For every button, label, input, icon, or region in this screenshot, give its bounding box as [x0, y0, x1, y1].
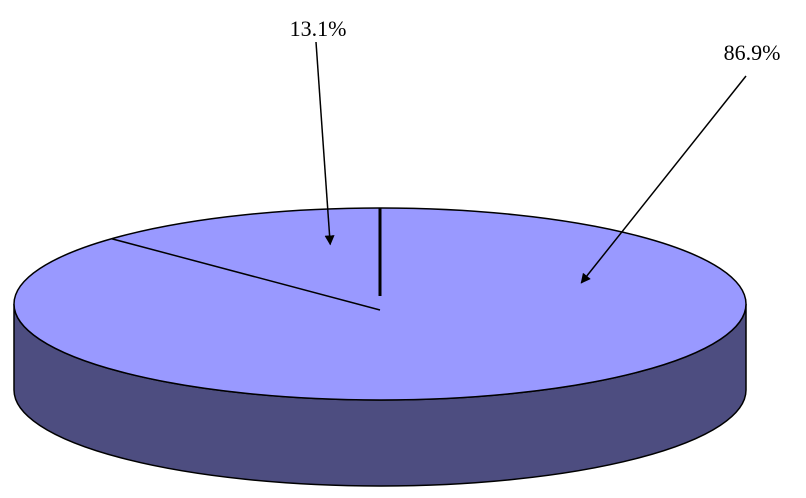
slice-1-data-label: 86.9% — [724, 40, 781, 65]
slice-0-leader-arrow — [315, 41, 335, 246]
slice-0-data-label: 13.1% — [290, 16, 347, 41]
slice-0-start-edge — [111, 237, 381, 311]
label-layer: 13.1% 86.9% — [290, 16, 781, 284]
slice-1-leader-arrow — [580, 75, 747, 284]
slice-layer — [111, 208, 382, 311]
pie-body — [13, 207, 747, 487]
